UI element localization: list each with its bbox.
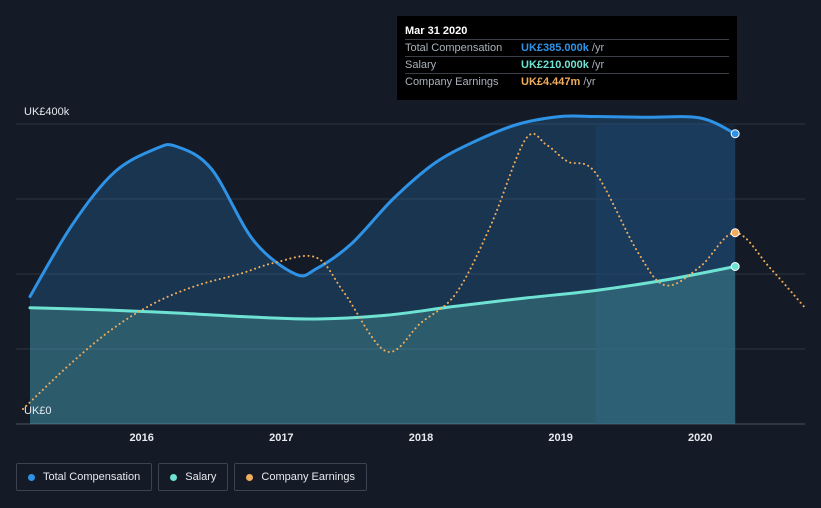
tooltip-row-salary: Salary UK£210.000k/yr bbox=[405, 56, 729, 74]
tooltip-row-company-earnings: Company Earnings UK£4.447m/yr bbox=[405, 73, 729, 91]
tooltip-label: Salary bbox=[405, 59, 437, 71]
hover-tooltip: Mar 31 2020 Total Compensation UK£385.00… bbox=[397, 16, 737, 100]
legend-item-company-earnings[interactable]: Company Earnings bbox=[234, 463, 367, 491]
marker-total-compensation bbox=[730, 129, 740, 139]
tooltip-value-company-earnings: UK£4.447m/yr bbox=[521, 76, 596, 88]
marker-salary bbox=[730, 262, 740, 271]
marker-company-earnings bbox=[730, 228, 740, 238]
highlight-band bbox=[595, 124, 736, 424]
legend-label: Salary bbox=[185, 471, 217, 483]
tooltip-label: Company Earnings bbox=[405, 76, 499, 88]
x-tick-label: 2018 bbox=[409, 432, 433, 444]
legend-dot-icon bbox=[246, 473, 254, 481]
tooltip-value-total-compensation: UK£385.000k/yr bbox=[521, 42, 605, 54]
line-salary bbox=[28, 265, 737, 321]
tooltip-row-total-compensation: Total Compensation UK£385.000k/yr bbox=[405, 39, 729, 57]
legend-label: Company Earnings bbox=[261, 471, 355, 483]
x-tick-label: 2019 bbox=[548, 432, 572, 444]
area-total-compensation bbox=[30, 115, 736, 425]
series-lines bbox=[22, 114, 806, 410]
tooltip-date: Mar 31 2020 bbox=[405, 25, 468, 37]
legend-item-total-compensation[interactable]: Total Compensation bbox=[16, 463, 153, 491]
x-tick-label: 2020 bbox=[688, 432, 712, 444]
legend-label: Total Compensation bbox=[43, 471, 141, 483]
y-tick-label-max: UK£400k bbox=[24, 106, 70, 118]
y-tick-label-min: UK£0 bbox=[24, 405, 52, 417]
area-salary bbox=[30, 266, 736, 424]
legend-item-salary[interactable]: Salary bbox=[158, 463, 229, 491]
x-axis-ticks: 2016 2017 2018 2019 2020 bbox=[129, 432, 712, 444]
legend-dot-icon bbox=[170, 473, 178, 481]
x-tick-label: 2016 bbox=[129, 432, 153, 444]
tooltip-label: Total Compensation bbox=[405, 42, 503, 54]
line-total-compensation bbox=[28, 114, 737, 298]
tooltip-value-salary: UK£210.000k/yr bbox=[521, 59, 605, 71]
series-areas bbox=[30, 115, 736, 425]
x-tick-label: 2017 bbox=[269, 432, 293, 444]
series-markers bbox=[730, 129, 740, 271]
shaded-region bbox=[595, 124, 736, 424]
legend: Total Compensation Salary Company Earnin… bbox=[16, 463, 367, 491]
legend-dot-icon bbox=[28, 473, 35, 481]
